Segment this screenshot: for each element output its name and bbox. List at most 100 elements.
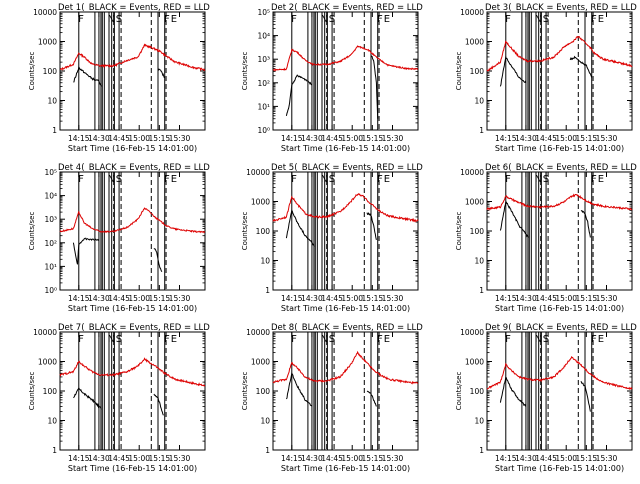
panel-8-ytick-label: 100 xyxy=(256,387,271,396)
panel-9-ytick-label: 10000 xyxy=(460,328,484,337)
panel-3-xtick-label: 15:00 xyxy=(555,134,577,143)
panel-4-ytick-label: 10¹ xyxy=(44,262,57,271)
panel-4-ytick-label: 10⁴ xyxy=(44,192,57,201)
panel-4-ylabel: Counts/sec xyxy=(28,212,36,251)
panel-7-interval-label: F xyxy=(78,334,84,345)
panel-6-title: Det 6(_BLACK = Events, RED = LLD xyxy=(485,163,637,173)
panel-7-xtick-label: 15:00 xyxy=(128,454,150,463)
panel-4-xtick-label: 14:15 xyxy=(68,294,90,303)
panel-5-xtick-label: 15:30 xyxy=(382,294,404,303)
panel-2-ytick-label: 10³ xyxy=(257,55,270,64)
panel-9-series-lld xyxy=(486,355,633,391)
panel-6-series-events xyxy=(499,201,530,238)
panel-6-xtick-label: 15:30 xyxy=(596,294,618,303)
panel-5-ytick-label: 10 xyxy=(260,257,270,266)
panel-5-ylabel: Counts/sec xyxy=(241,212,249,251)
panel-9-interval-label: N xyxy=(535,334,542,345)
panel-3-ytick-label: 1 xyxy=(479,126,484,135)
panel-4-title: Det 4(_BLACK = Events, RED = LLD xyxy=(58,163,210,173)
panel-5-frame xyxy=(272,171,419,291)
panel-3-interval-label: E xyxy=(598,14,604,25)
panel-2-ytick-label: 10⁵ xyxy=(257,8,270,17)
panel-2-series-events xyxy=(285,74,313,117)
panel-8-xtick-label: 14:45 xyxy=(321,454,343,463)
panel-7-ytick-label: 1000 xyxy=(38,358,57,367)
panel-3-series-events xyxy=(499,55,527,87)
panel-5-interval-label: S xyxy=(329,174,335,185)
panel-2-interval-label: S xyxy=(329,14,335,25)
panel-5-interval-label: F xyxy=(377,174,383,185)
panel-8-xtick-label: 14:15 xyxy=(281,454,303,463)
panel-3-frame xyxy=(486,11,633,131)
panel-6-ytick-label: 1 xyxy=(479,286,484,295)
panel-9-interval-label: F xyxy=(505,334,511,345)
panel-9-interval-label: F xyxy=(591,334,597,345)
panel-1-series-lld xyxy=(60,43,206,72)
panel-7-xtick-label: 14:30 xyxy=(88,454,110,463)
panel-6-frame xyxy=(486,171,633,291)
panel-4-interval-label: F xyxy=(164,174,170,185)
panel-4-interval-label: E xyxy=(171,174,177,185)
panel-3-ylabel: Counts/sec xyxy=(455,52,463,91)
panel-1-interval-label: N xyxy=(108,14,115,25)
panel-6-interval-label: S xyxy=(543,174,549,185)
panel-6-xtick-label: 14:45 xyxy=(535,294,557,303)
panel-6-series-events-b xyxy=(580,210,591,238)
panel-2-xtick-label: 15:30 xyxy=(382,134,404,143)
panel-8-series-events xyxy=(285,371,313,407)
panel-1-frame xyxy=(59,11,206,131)
panel-4-xtick-label: 14:45 xyxy=(108,294,130,303)
panel-6-xtick-label: 15:00 xyxy=(555,294,577,303)
panel-9-xtick-label: 15:30 xyxy=(596,454,618,463)
panel-3-title: Det 3(_BLACK = Events, RED = LLD xyxy=(485,3,637,13)
panel-4-interval-label: N xyxy=(108,174,115,185)
panel-6-ytick-label: 1000 xyxy=(465,198,484,207)
panel-6-xtick-label: 14:15 xyxy=(495,294,517,303)
panel-8-ytick-label: 1000 xyxy=(251,358,270,367)
panel-8-interval-label: F xyxy=(291,334,297,345)
panel-1-ytick-label: 1000 xyxy=(38,38,57,47)
panel-9-ytick-label: 1000 xyxy=(465,358,484,367)
panel-2-xtick-label: 15:00 xyxy=(341,134,363,143)
panel-9-ytick-label: 10 xyxy=(474,417,484,426)
panel-6-xtick-label: 14:30 xyxy=(515,294,537,303)
panel-7-ytick-label: 100 xyxy=(43,387,58,396)
panel-1-title: Det 1(_BLACK = Events, RED = LLD xyxy=(58,3,210,13)
panel-5-xtick-label: 14:30 xyxy=(301,294,323,303)
panel-7-xtick-label: 15:15 xyxy=(149,454,171,463)
panel-1-ytick-label: 10000 xyxy=(33,8,57,17)
panel-1-series-events-b xyxy=(157,68,165,78)
panel-4-interval-label: F xyxy=(78,174,84,185)
panel-5-xtick-label: 14:45 xyxy=(321,294,343,303)
panel-6-ytick-label: 10 xyxy=(474,257,484,266)
panel-8-ytick-label: 1 xyxy=(265,446,270,455)
panel-6-ytick-label: 100 xyxy=(470,227,485,236)
panel-1-xlabel: Start Time (16-Feb-15 14:01:00) xyxy=(68,144,197,153)
panel-3-interval-label: F xyxy=(505,14,511,25)
panel-5-interval-label: N xyxy=(321,174,328,185)
panel-3-xtick-label: 14:15 xyxy=(495,134,517,143)
panel-8-xtick-label: 15:30 xyxy=(382,454,404,463)
panel-2-series-lld xyxy=(272,45,419,72)
panel-1-interval-label: F xyxy=(164,14,170,25)
panel-6-interval-label: N xyxy=(535,174,542,185)
panel-9-xtick-label: 15:00 xyxy=(555,454,577,463)
panel-2-interval-label: F xyxy=(377,14,383,25)
panel-2-ylabel: Counts/sec xyxy=(241,52,249,91)
panel-3-xtick-label: 15:15 xyxy=(576,134,598,143)
panel-6-interval-label: F xyxy=(591,174,597,185)
panel-6-ytick-label: 10000 xyxy=(460,168,484,177)
panel-8-interval-label: E xyxy=(384,334,390,345)
panel-5-xtick-label: 15:15 xyxy=(362,294,384,303)
panel-7-xtick-label: 15:30 xyxy=(169,454,191,463)
panel-1-xtick-label: 15:30 xyxy=(169,134,191,143)
panel-1-xtick-label: 15:00 xyxy=(128,134,150,143)
panel-1-interval-label: E xyxy=(171,14,177,25)
panel-2-ytick-label: 10⁰ xyxy=(257,126,270,135)
panel-2-ytick-label: 10¹ xyxy=(257,102,270,111)
panel-7-xtick-label: 14:45 xyxy=(108,454,130,463)
panel-4-xtick-label: 15:30 xyxy=(169,294,191,303)
panel-3-xtick-label: 15:30 xyxy=(596,134,618,143)
